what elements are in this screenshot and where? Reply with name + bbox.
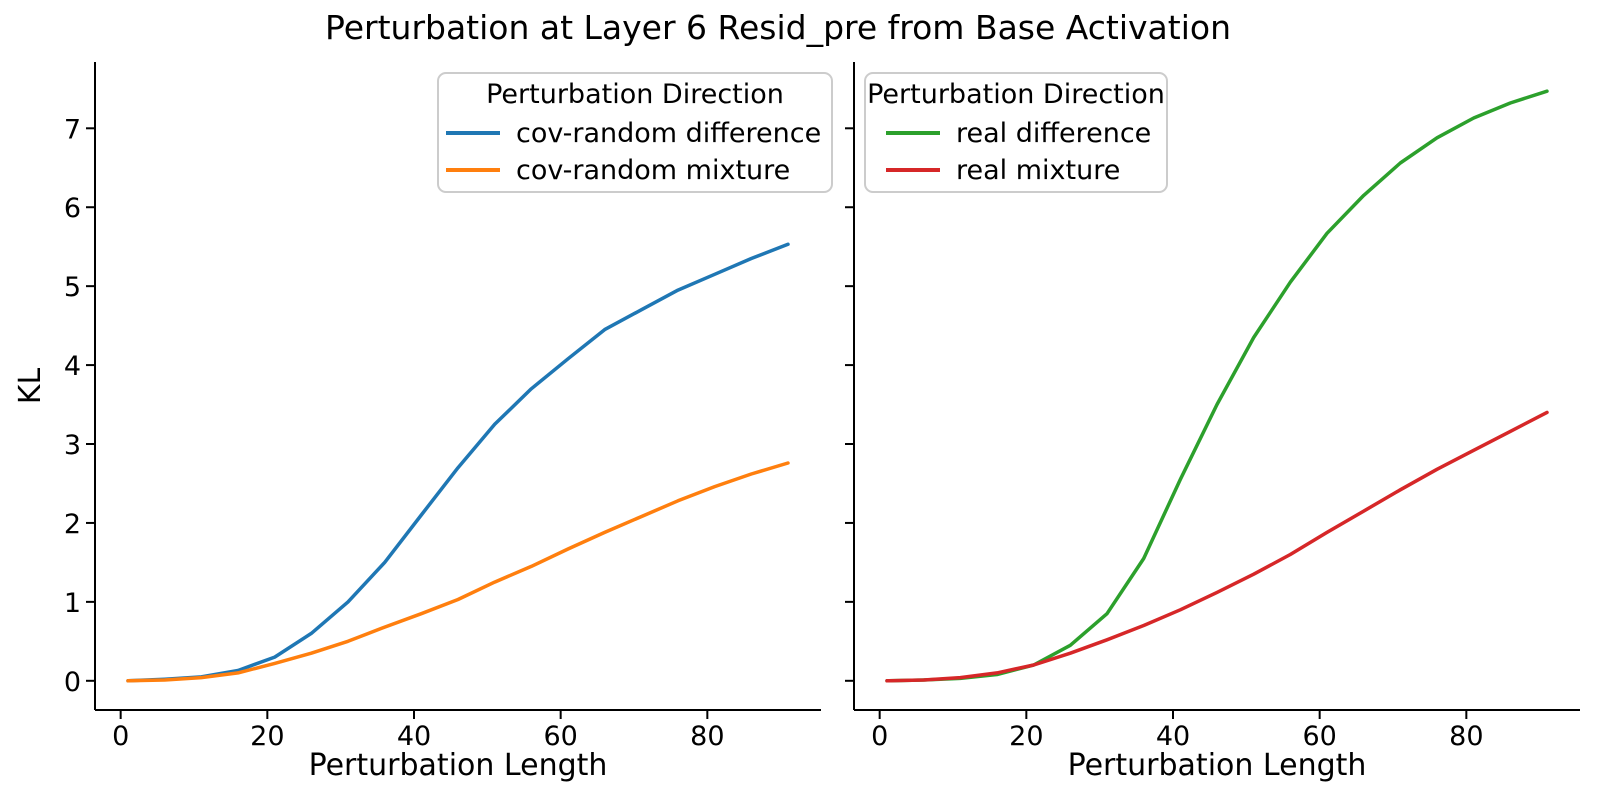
legend-label: cov-random difference	[516, 118, 821, 149]
panel-right: 0 20 40 60 80 Perturbation Length Perturbation…	[845, 62, 1580, 783]
series-line-real-mixture	[885, 410, 1549, 683]
x-tick-label: 0	[112, 721, 129, 752]
legend-label: cov-random mixture	[516, 155, 790, 186]
legend-box	[864, 72, 1168, 193]
x-tick-label: 60	[543, 721, 577, 752]
y-tick-label: 3	[64, 430, 81, 461]
x-tick-label: 40	[397, 721, 431, 752]
legend-label: real difference	[956, 118, 1151, 149]
x-tick-label: 40	[1156, 721, 1190, 752]
y-tick-label: 2	[64, 509, 81, 540]
y-tick-label: 4	[64, 351, 81, 382]
x-tick-label: 80	[690, 721, 724, 752]
series-line-cov-random-difference	[126, 242, 790, 683]
x-tick-label: 20	[250, 721, 284, 752]
legend: Perturbation Direction cov-random differe…	[437, 72, 833, 193]
x-tick-label: 60	[1302, 721, 1336, 752]
figure-title: Perturbation at Layer 6 Resid_pre from B…	[324, 8, 1232, 47]
y-tick-label: 7	[64, 114, 81, 145]
y-tick-label: 1	[64, 588, 81, 619]
x-tick-label: 20	[1009, 721, 1043, 752]
x-axis-label: Perturbation Length	[309, 748, 608, 783]
legend-title: Perturbation Direction	[486, 79, 784, 110]
y-tick-label: 6	[64, 193, 81, 224]
x-tick-label: 0	[871, 721, 888, 752]
x-tick-label: 80	[1449, 721, 1483, 752]
legend-box	[437, 72, 833, 193]
legend-title: Perturbation Direction	[867, 79, 1165, 110]
y-tick-label: 0	[64, 667, 81, 698]
legend-label: real mixture	[956, 155, 1120, 186]
y-tick-label: 5	[64, 272, 81, 303]
y-axis-label: KL	[13, 368, 48, 405]
legend: Perturbation Direction real difference rea…	[864, 72, 1168, 193]
x-axis-label: Perturbation Length	[1068, 748, 1367, 783]
series-line-cov-random-mixture	[126, 461, 790, 683]
panel-left: 0 20 40 60 80 0 1 2 3 4 5 6 7 Perturbation Length KL Pe…	[13, 62, 833, 783]
